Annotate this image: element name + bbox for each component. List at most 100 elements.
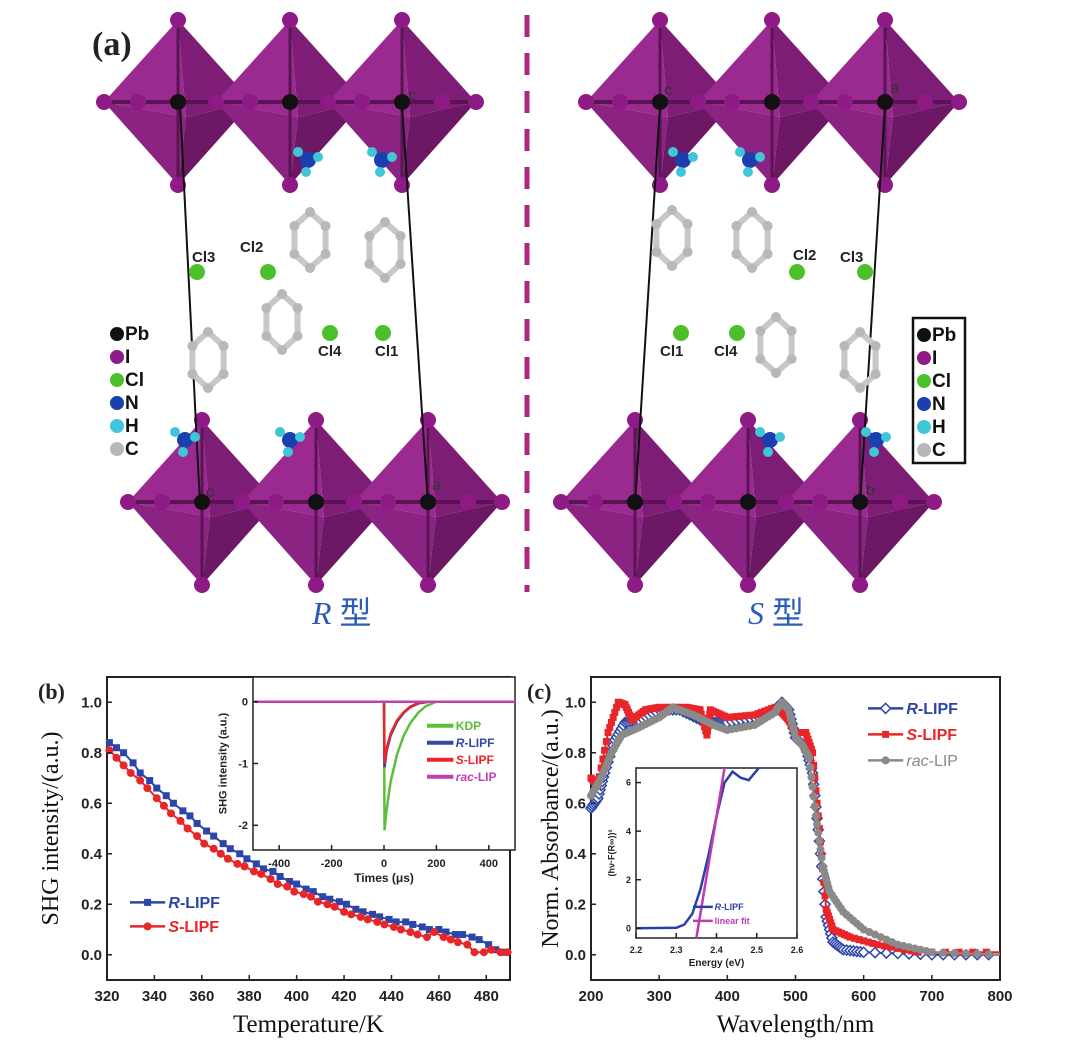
legend-label-suffix: linear fit: [715, 916, 750, 926]
data-point: [879, 702, 892, 715]
x-tick-label: 2.6: [791, 945, 804, 955]
data-point: [880, 942, 888, 950]
iodine-atom: [837, 94, 853, 110]
legend-atom-icon: [917, 443, 931, 457]
iodine-atom: [892, 494, 908, 510]
carbon-atom: [870, 369, 881, 379]
data-point: [463, 940, 472, 949]
data-point: [882, 730, 890, 738]
data-point: [223, 854, 232, 863]
left-atom-labels: Cl3 Cl2 Cl4 Cl1: [192, 239, 398, 360]
legend-label-prefix: R: [456, 736, 465, 750]
plot-frame: [635, 767, 798, 939]
x-tick-label: 400: [480, 858, 498, 870]
carbon-atom: [380, 273, 390, 283]
y-tick-label: 1.0: [81, 695, 102, 712]
legend-label-suffix: -LIP: [474, 770, 497, 784]
y-tick-label: 4: [626, 826, 631, 836]
data-point: [453, 938, 462, 947]
legend-atom-icon: [917, 374, 931, 388]
data-point: [236, 850, 244, 858]
x-axis-label: Times (μs): [354, 871, 414, 885]
x-tick-label: 420: [332, 988, 357, 1005]
x-tick-label: 380: [237, 988, 262, 1005]
panel-a-label: (a): [92, 26, 132, 63]
data-point: [611, 708, 619, 716]
octahedron-face: [104, 20, 186, 117]
octahedron-face: [860, 502, 934, 585]
legend-atom-icon: [110, 327, 124, 341]
iodine-atom: [194, 412, 210, 428]
legend-label-prefix: rac: [456, 770, 474, 784]
legend-entry: R-LIPF: [427, 736, 494, 750]
y-tick-label: 0.6: [565, 796, 586, 813]
octahedron-face: [786, 502, 868, 585]
legend-label: linear fit: [715, 916, 750, 926]
legend-atom-icon: [110, 350, 124, 364]
chlorine-atom: [789, 264, 805, 280]
legend-atom-icon: [110, 419, 124, 433]
axis-letter: c: [664, 82, 672, 99]
iodine-atom: [740, 577, 756, 593]
data-point: [293, 880, 301, 888]
benzene-ring: [653, 205, 691, 271]
carbon-atom: [755, 326, 766, 336]
lead-atom: [282, 94, 298, 110]
data-point: [129, 759, 137, 767]
iodine-atom: [208, 94, 224, 110]
y-tick-label: 0.4: [565, 846, 587, 863]
data-point: [807, 773, 816, 782]
x-tick-label: 340: [142, 988, 167, 1005]
atom-label: Cl3: [192, 249, 215, 266]
x-tick-label: 2.5: [750, 945, 763, 955]
octahedron-face: [674, 420, 756, 517]
data-point: [193, 832, 202, 841]
data-point: [233, 859, 242, 868]
octahedron-face: [635, 502, 709, 585]
data-point: [176, 816, 185, 825]
carbon-atom: [771, 312, 781, 322]
y-tick-label: 0: [242, 697, 248, 709]
legend-atom-icon: [110, 373, 124, 387]
legend-label: S-LIPF: [456, 753, 494, 767]
data-point: [380, 920, 389, 929]
series-line: [253, 700, 515, 831]
iodine-atom: [242, 94, 258, 110]
data-point: [136, 776, 145, 785]
data-point: [939, 948, 948, 957]
data-point: [159, 801, 168, 810]
atom-label: Cl2: [240, 239, 263, 256]
benzene-ring: [263, 289, 301, 355]
panel-label: (c): [527, 679, 551, 704]
iodine-atom: [803, 94, 819, 110]
legend-label-prefix: R: [906, 701, 918, 718]
iodine-atom: [320, 94, 336, 110]
chlorine-atom: [260, 264, 276, 280]
hydrogen-atom: [367, 147, 377, 157]
y-axis-label: SHG intensity (a.u.): [218, 712, 230, 814]
iodine-atom: [578, 94, 594, 110]
benzene-ring: [841, 327, 879, 393]
carbon-atom: [380, 217, 390, 227]
data-point: [728, 713, 736, 721]
legend-atom-icon: [917, 420, 931, 434]
x-axis-label: Wavelength/nm: [717, 1011, 875, 1038]
atom-label: Cl2: [793, 247, 816, 264]
data-point: [342, 900, 350, 908]
legend-entry: S-LIPF: [868, 727, 957, 744]
iodine-atom: [724, 94, 740, 110]
lead-atom: [394, 94, 410, 110]
data-point: [857, 946, 870, 959]
iodine-atom: [852, 412, 868, 428]
carbon-atom: [289, 249, 300, 259]
data-point: [973, 949, 982, 958]
lead-atom: [740, 494, 756, 510]
octahedron-face: [316, 502, 390, 585]
data-point: [451, 931, 459, 939]
legend-label: Cl: [125, 370, 144, 391]
data-point: [112, 744, 120, 752]
carbon-atom: [292, 303, 303, 313]
carbon-atom: [731, 221, 742, 231]
octahedron-face: [772, 102, 846, 185]
